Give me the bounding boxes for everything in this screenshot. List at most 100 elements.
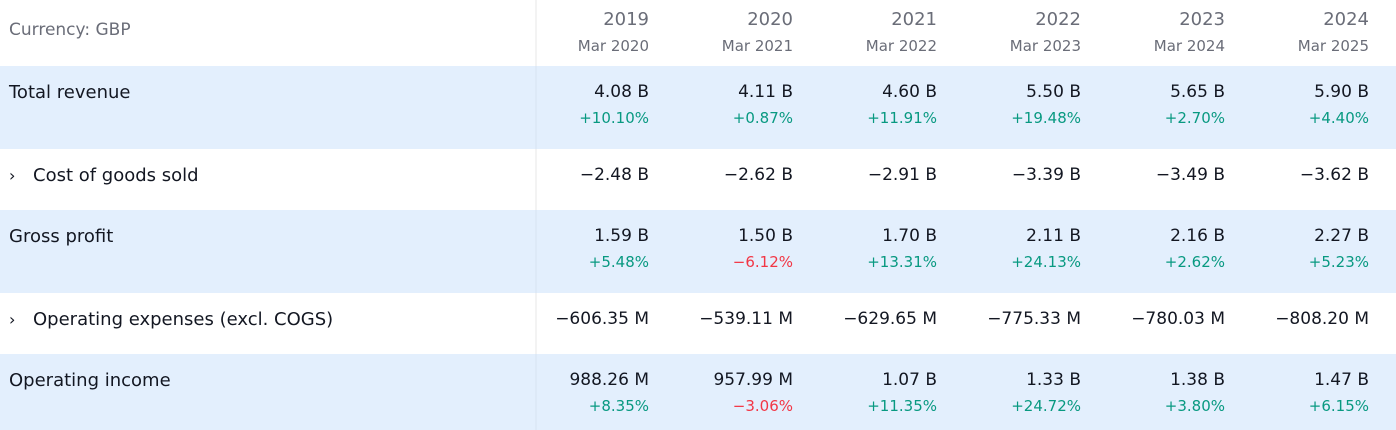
row-label-cell: Gross profit	[0, 210, 535, 293]
cell-value: −3.62 B	[1299, 165, 1369, 185]
cell-value: −780.03 M	[1131, 309, 1225, 329]
cell-value: −3.49 B	[1155, 165, 1225, 185]
value-cell: −808.20 M	[1225, 293, 1369, 354]
column-header: 2019 Mar 2020	[505, 0, 649, 66]
column-divider	[535, 66, 537, 149]
table-header: Currency: GBP 2019 Mar 2020 2020 Mar 202…	[0, 0, 1396, 66]
row-label: Cost of goods sold	[33, 165, 199, 186]
value-cell: 4.08 B +10.10%	[505, 66, 649, 149]
table-row-cost-of-goods-sold[interactable]: › Cost of goods sold −2.48 B −2.62 B −2.9…	[0, 149, 1396, 210]
value-cell: 5.65 B +2.70%	[1081, 66, 1225, 149]
column-divider	[535, 354, 537, 430]
column-header: 2021 Mar 2022	[793, 0, 937, 66]
cell-change: +24.13%	[1011, 253, 1081, 271]
value-cell: 1.70 B +13.31%	[793, 210, 937, 293]
column-divider	[535, 210, 537, 293]
row-label: Total revenue	[9, 82, 131, 103]
column-header: 2022 Mar 2023	[937, 0, 1081, 66]
row-label-cell[interactable]: › Operating expenses (excl. COGS)	[0, 293, 535, 354]
value-cell: 988.26 M +8.35%	[505, 354, 649, 430]
cell-value: 4.11 B	[738, 82, 793, 102]
cell-change: +10.10%	[579, 109, 649, 127]
value-cell: 2.11 B +24.13%	[937, 210, 1081, 293]
value-cell: −3.49 B	[1081, 149, 1225, 210]
cell-value: −2.48 B	[579, 165, 649, 185]
value-cell: 1.47 B +6.15%	[1225, 354, 1369, 430]
chevron-right-icon[interactable]: ›	[9, 310, 16, 329]
row-label-wrapper[interactable]: › Operating expenses (excl. COGS)	[9, 309, 333, 330]
cell-change: +8.35%	[588, 397, 649, 415]
column-period: Mar 2024	[1153, 37, 1225, 55]
cell-value: 5.50 B	[1026, 82, 1081, 102]
cell-change: +2.62%	[1164, 253, 1225, 271]
cell-value: −629.65 M	[843, 309, 937, 329]
column-year: 2023	[1179, 9, 1225, 30]
header-label-cell: Currency: GBP	[0, 0, 535, 66]
value-cell: 957.99 M −3.06%	[649, 354, 793, 430]
column-year: 2020	[747, 9, 793, 30]
column-period: Mar 2025	[1297, 37, 1369, 55]
cell-value: 1.07 B	[882, 370, 937, 390]
table-row-gross-profit: Gross profit 1.59 B +5.48% 1.50 B −6.12%…	[0, 210, 1396, 293]
cell-value: 5.65 B	[1170, 82, 1225, 102]
value-cell: −780.03 M	[1081, 293, 1225, 354]
value-cell: −606.35 M	[505, 293, 649, 354]
cell-value: 4.08 B	[594, 82, 649, 102]
table-row-operating-expenses[interactable]: › Operating expenses (excl. COGS) −606.35…	[0, 293, 1396, 354]
value-cell: 2.16 B +2.62%	[1081, 210, 1225, 293]
column-header: 2023 Mar 2024	[1081, 0, 1225, 66]
table-row-operating-income: Operating income 988.26 M +8.35% 957.99 …	[0, 354, 1396, 430]
value-cell: 4.11 B +0.87%	[649, 66, 793, 149]
value-cell: 1.59 B +5.48%	[505, 210, 649, 293]
value-cell: 5.90 B +4.40%	[1225, 66, 1369, 149]
value-cell: 4.60 B +11.91%	[793, 66, 937, 149]
cell-value: −539.11 M	[699, 309, 793, 329]
cell-change: +5.48%	[588, 253, 649, 271]
value-cell: −3.39 B	[937, 149, 1081, 210]
value-cell: −539.11 M	[649, 293, 793, 354]
column-period: Mar 2022	[865, 37, 937, 55]
value-cell: 1.38 B +3.80%	[1081, 354, 1225, 430]
column-year: 2019	[603, 9, 649, 30]
cell-change: +11.91%	[867, 109, 937, 127]
cell-change: +13.31%	[867, 253, 937, 271]
column-period: Mar 2020	[577, 37, 649, 55]
cell-change: +11.35%	[867, 397, 937, 415]
column-divider	[535, 293, 537, 354]
chevron-right-icon[interactable]: ›	[9, 166, 16, 185]
currency-label: Currency: GBP	[9, 20, 131, 40]
cell-value: 988.26 M	[569, 370, 649, 390]
value-cell: 5.50 B +19.48%	[937, 66, 1081, 149]
cell-value: 1.38 B	[1170, 370, 1225, 390]
cell-change: +0.87%	[732, 109, 793, 127]
cell-value: 1.47 B	[1314, 370, 1369, 390]
cell-change: +19.48%	[1011, 109, 1081, 127]
cell-value: 1.50 B	[738, 226, 793, 246]
row-label-cell: Total revenue	[0, 66, 535, 149]
cell-change: +6.15%	[1308, 397, 1369, 415]
cell-change: −3.06%	[732, 397, 793, 415]
cell-change: +5.23%	[1308, 253, 1369, 271]
value-cell: −2.62 B	[649, 149, 793, 210]
column-header: 2024 Mar 2025	[1225, 0, 1369, 66]
cell-change: −6.12%	[732, 253, 793, 271]
cell-change: +2.70%	[1164, 109, 1225, 127]
row-label-cell[interactable]: › Cost of goods sold	[0, 149, 535, 210]
cell-value: 2.27 B	[1314, 226, 1369, 246]
cell-value: 4.60 B	[882, 82, 937, 102]
value-cell: 2.27 B +5.23%	[1225, 210, 1369, 293]
row-label-wrapper[interactable]: › Cost of goods sold	[9, 165, 199, 186]
value-cell: −775.33 M	[937, 293, 1081, 354]
cell-change: +4.40%	[1308, 109, 1369, 127]
row-label: Operating expenses (excl. COGS)	[33, 309, 334, 330]
column-year: 2022	[1035, 9, 1081, 30]
column-divider	[535, 149, 537, 210]
cell-value: 2.11 B	[1026, 226, 1081, 246]
cell-value: −808.20 M	[1275, 309, 1369, 329]
row-label-cell: Operating income	[0, 354, 535, 430]
cell-change: +3.80%	[1164, 397, 1225, 415]
table-row-total-revenue: Total revenue 4.08 B +10.10% 4.11 B +0.8…	[0, 66, 1396, 149]
value-cell: 1.07 B +11.35%	[793, 354, 937, 430]
cell-value: −775.33 M	[987, 309, 1081, 329]
